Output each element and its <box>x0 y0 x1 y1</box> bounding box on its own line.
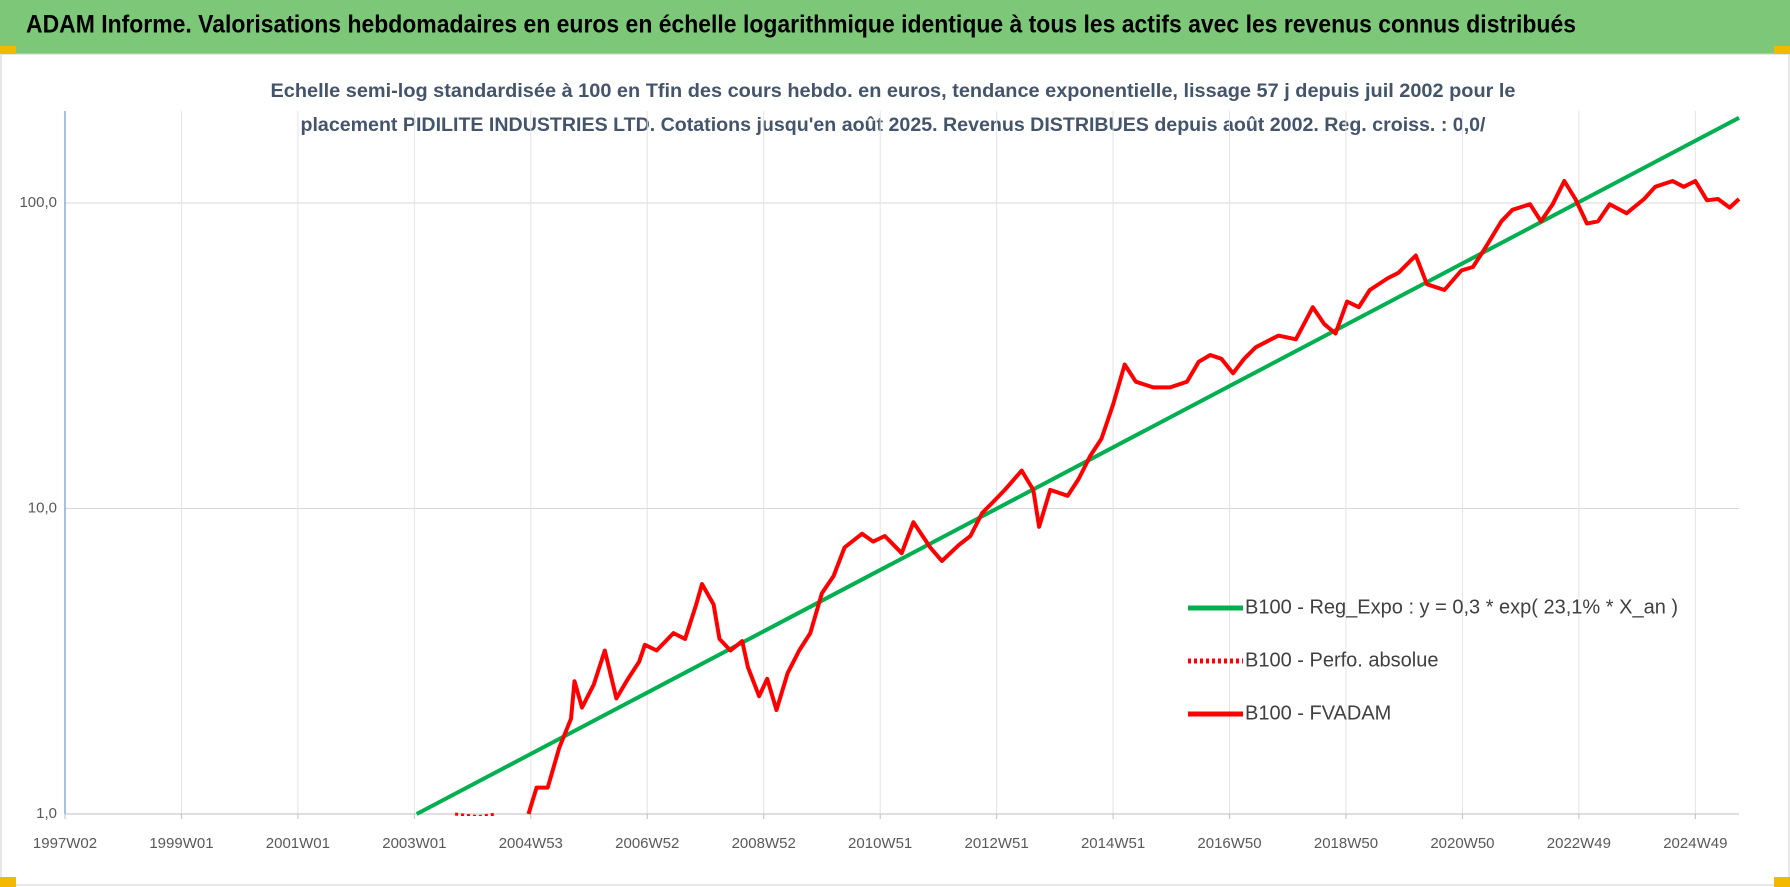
x-tick-label: 2004W53 <box>499 835 563 852</box>
grid: 1,0 10,0 100,0 1997W02 1999W01 2001W01 2003W01… <box>19 111 1739 852</box>
y-tick-label: 10,0 <box>28 499 57 516</box>
y-tick-label: 1,0 <box>36 805 57 822</box>
plot-area <box>415 116 1741 816</box>
x-tick-label: 2012W51 <box>965 835 1029 852</box>
x-tick-label: 2014W51 <box>1081 835 1145 852</box>
subtitle: placement PIDILITE INDUSTRIES LTD. Cotat… <box>301 115 1487 136</box>
x-tick-label: 2016W50 <box>1197 835 1261 852</box>
subtitle: Echelle semi-log standardisée à 100 en T… <box>271 81 1516 102</box>
chart-title: ADAM Informe. Valorisations hebdomadaire… <box>26 11 1576 39</box>
series-line <box>526 179 1741 815</box>
x-tick-label: 2024W49 <box>1663 835 1727 852</box>
series-line <box>415 116 1740 816</box>
corner <box>1774 46 1790 54</box>
x-tick-label: 2022W49 <box>1547 835 1611 852</box>
x-tick-label: 2018W50 <box>1314 835 1378 852</box>
x-tick-label: 1999W01 <box>149 835 213 852</box>
header-bar <box>0 0 1790 54</box>
legend-label: B100 - Reg_Expo : y = 0,3 * exp( 23,1% *… <box>1245 596 1678 618</box>
corner <box>1774 877 1790 887</box>
x-tick-label: 2008W52 <box>732 835 796 852</box>
x-tick-label: 2003W01 <box>382 835 446 852</box>
y-tick-label: 100,0 <box>19 194 57 211</box>
corner <box>0 877 16 887</box>
series-line <box>454 812 497 816</box>
legend: B100 - Reg_Expo : y = 0,3 * exp( 23,1% *… <box>1188 596 1678 724</box>
x-tick-label: 2001W01 <box>266 835 330 852</box>
corner <box>0 46 16 54</box>
x-tick-label: 2020W50 <box>1430 835 1494 852</box>
x-tick-label: 1997W02 <box>33 835 97 852</box>
x-tick-label: 2010W51 <box>848 835 912 852</box>
frame <box>0 53 1790 886</box>
legend-label: B100 - FVADAM <box>1245 702 1391 724</box>
x-tick-label: 2006W52 <box>615 835 679 852</box>
legend-label: B100 - Perfo. absolue <box>1245 649 1438 671</box>
